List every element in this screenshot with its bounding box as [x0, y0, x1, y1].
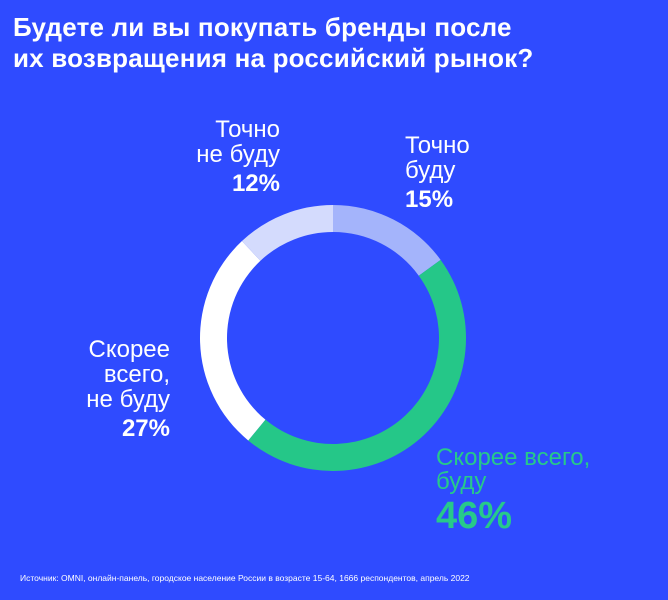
label-tochno-budu-line-2: буду	[405, 157, 456, 184]
slice-tochno-ne-budu	[241, 205, 333, 261]
label-skoree-budu-line-2: буду	[436, 468, 487, 495]
label-skoree-budu-line-1: Скорее всего,	[436, 444, 591, 471]
label-tochno-budu-line-1: Точно	[405, 132, 470, 159]
label-skoree-ne-budu-line-3: не буду	[86, 386, 170, 413]
chart-title-line-1: Будете ли вы покупать бренды после	[13, 12, 512, 42]
label-skoree-ne-budu: Скорее всего, не буду 27%	[30, 337, 170, 441]
slice-tochno-budu	[333, 205, 441, 276]
label-tochno-ne-budu-line-1: Точно	[215, 116, 280, 143]
value-label-tochno-ne-budu: 12%	[231, 170, 280, 197]
slice-skoree-budu	[248, 259, 467, 472]
label-tochno-ne-budu: Точно не буду 12%	[150, 117, 280, 196]
label-tochno-ne-budu-line-2: не буду	[196, 141, 280, 168]
source-note: Источник: OMNI, онлайн-панель, городское…	[20, 573, 470, 583]
value-label-tochno-budu: 15%	[405, 186, 454, 213]
label-skoree-budu: Скорее всего, буду 46%	[436, 444, 656, 537]
label-skoree-ne-budu-line-1: Скорее	[88, 336, 171, 363]
chart-title-line-2: их возвращения на российский рынок?	[13, 43, 534, 73]
value-label-skoree-ne-budu: 27%	[121, 415, 170, 442]
value-label-skoree-budu: 46%	[436, 495, 513, 537]
slice-skoree-ne-budu	[200, 241, 266, 441]
label-skoree-ne-budu-line-2: всего,	[103, 361, 170, 388]
label-tochno-budu: Точно буду 15%	[405, 133, 545, 212]
chart-title: Будете ли вы покупать бренды после их во…	[13, 12, 653, 74]
